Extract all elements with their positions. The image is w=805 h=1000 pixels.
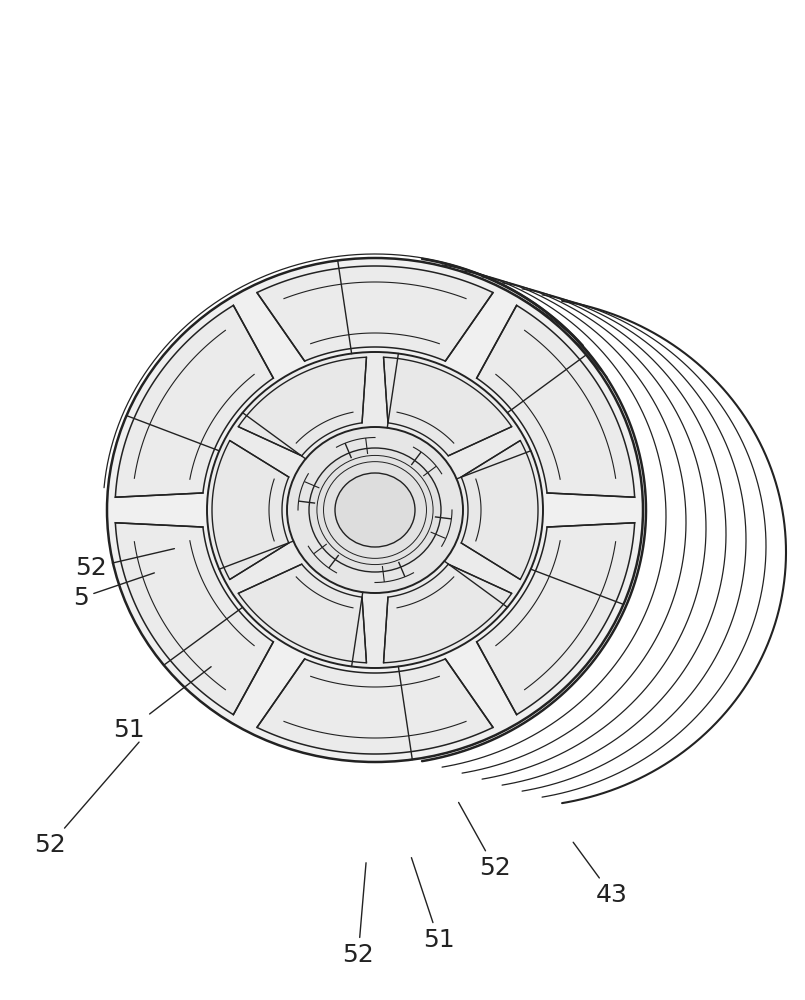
Text: 51: 51 (411, 858, 455, 952)
Polygon shape (257, 659, 493, 754)
Text: 43: 43 (573, 842, 628, 907)
Polygon shape (257, 266, 493, 361)
Ellipse shape (335, 473, 415, 547)
Polygon shape (212, 441, 289, 579)
Text: 5: 5 (72, 573, 155, 610)
Polygon shape (238, 357, 366, 456)
Polygon shape (115, 305, 274, 497)
Polygon shape (115, 523, 274, 715)
Ellipse shape (107, 258, 643, 762)
Polygon shape (238, 564, 366, 663)
Ellipse shape (207, 352, 543, 668)
Polygon shape (477, 305, 634, 497)
Text: 51: 51 (113, 667, 211, 742)
Text: 52: 52 (75, 549, 175, 580)
Ellipse shape (309, 448, 441, 572)
Polygon shape (477, 523, 634, 715)
Text: 52: 52 (34, 742, 139, 857)
Polygon shape (383, 357, 512, 456)
Text: 52: 52 (459, 802, 511, 880)
Ellipse shape (287, 427, 463, 593)
Text: 52: 52 (342, 863, 374, 967)
Polygon shape (461, 441, 538, 579)
Polygon shape (383, 564, 512, 663)
